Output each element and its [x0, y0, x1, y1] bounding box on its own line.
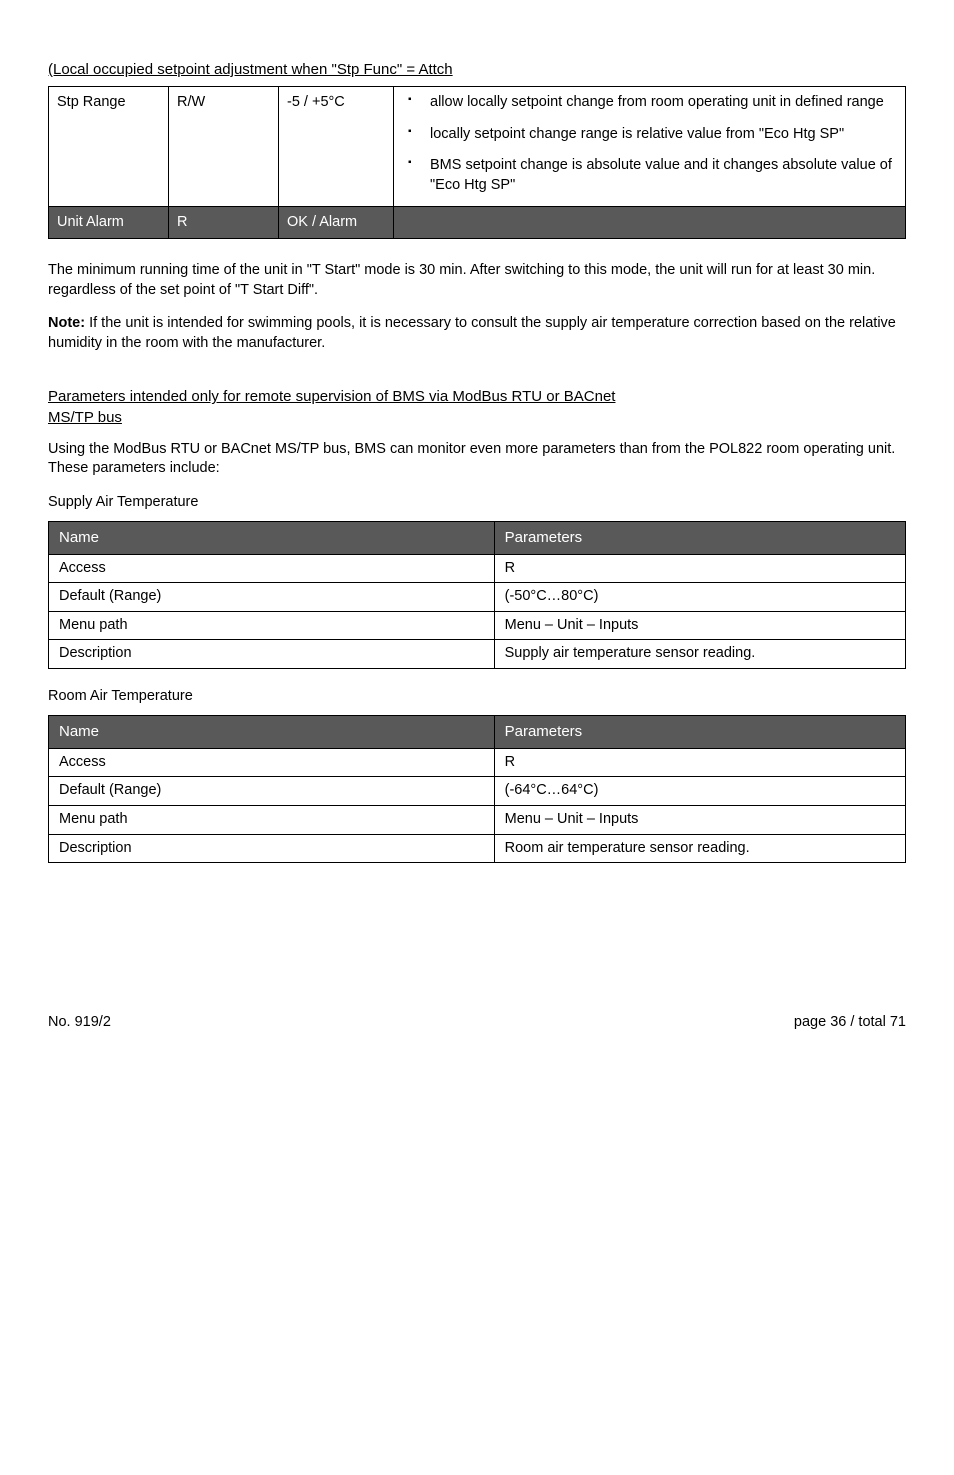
table-row-dark: Unit Alarm R OK / Alarm: [49, 206, 906, 239]
td-key: Description: [49, 640, 495, 669]
setpoint-table: Stp Range R/W -5 / +5°C allow locally se…: [48, 86, 906, 239]
bullet-item: allow locally setpoint change from room …: [404, 93, 897, 113]
cell-range: -5 / +5°C: [279, 87, 394, 206]
page-footer: No. 919/2 page 36 / total 71: [48, 1013, 906, 1033]
note-prefix: Note:: [48, 315, 89, 331]
td-val: R: [494, 748, 905, 777]
td-key: Menu path: [49, 611, 495, 640]
bullet-list: allow locally setpoint change from room …: [402, 93, 897, 195]
section-heading-bms: Parameters intended only for remote supe…: [48, 387, 906, 428]
table-row: Access R: [49, 748, 906, 777]
footer-right: page 36 / total 71: [794, 1013, 906, 1033]
td-key: Default (Range): [49, 777, 495, 806]
cell-description: [394, 206, 906, 239]
td-key: Description: [49, 834, 495, 863]
table-row: Stp Range R/W -5 / +5°C allow locally se…: [49, 87, 906, 206]
cell-description: allow locally setpoint change from room …: [394, 87, 906, 206]
td-key: Access: [49, 554, 495, 583]
table-header-row: Name Parameters: [49, 521, 906, 554]
td-val: Room air temperature sensor reading.: [494, 834, 905, 863]
td-val: (-64°C…64°C): [494, 777, 905, 806]
table-rat: Name Parameters Access R Default (Range)…: [48, 715, 906, 864]
td-val: R: [494, 554, 905, 583]
th-params: Parameters: [494, 715, 905, 748]
table-row: Default (Range) (-50°C…80°C): [49, 583, 906, 612]
td-val: Menu – Unit – Inputs: [494, 611, 905, 640]
subtitle-rat: Room Air Temperature: [48, 687, 906, 707]
cell-name: Unit Alarm: [49, 206, 169, 239]
cell-name: Stp Range: [49, 87, 169, 206]
section-line1: Parameters intended only for remote supe…: [48, 387, 906, 407]
td-val: (-50°C…80°C): [494, 583, 905, 612]
footer-left: No. 919/2: [48, 1013, 111, 1033]
th-params: Parameters: [494, 521, 905, 554]
cell-access: R/W: [169, 87, 279, 206]
cell-range: OK / Alarm: [279, 206, 394, 239]
bullet-item: BMS setpoint change is absolute value an…: [404, 156, 897, 195]
td-key: Default (Range): [49, 583, 495, 612]
th-name: Name: [49, 715, 495, 748]
table-sat: Name Parameters Access R Default (Range)…: [48, 521, 906, 670]
paragraph-bms: Using the ModBus RTU or BACnet MS/TP bus…: [48, 440, 906, 479]
table-row: Default (Range) (-64°C…64°C): [49, 777, 906, 806]
section-line2: MS/TP bus: [48, 408, 906, 428]
cell-access: R: [169, 206, 279, 239]
heading-setpoint-adjust: (Local occupied setpoint adjustment when…: [48, 60, 906, 80]
note: Note: If the unit is intended for swimmi…: [48, 314, 906, 353]
th-name: Name: [49, 521, 495, 554]
table-row: Access R: [49, 554, 906, 583]
note-body: If the unit is intended for swimming poo…: [48, 315, 896, 351]
subtitle-sat: Supply Air Temperature: [48, 493, 906, 513]
td-key: Access: [49, 748, 495, 777]
paragraph-tstart: The minimum running time of the unit in …: [48, 261, 906, 300]
td-key: Menu path: [49, 805, 495, 834]
bullet-item: locally setpoint change range is relativ…: [404, 125, 897, 145]
table-row: Description Room air temperature sensor …: [49, 834, 906, 863]
table-row: Menu path Menu – Unit – Inputs: [49, 611, 906, 640]
table-row: Description Supply air temperature senso…: [49, 640, 906, 669]
table-header-row: Name Parameters: [49, 715, 906, 748]
td-val: Supply air temperature sensor reading.: [494, 640, 905, 669]
td-val: Menu – Unit – Inputs: [494, 805, 905, 834]
table-row: Menu path Menu – Unit – Inputs: [49, 805, 906, 834]
